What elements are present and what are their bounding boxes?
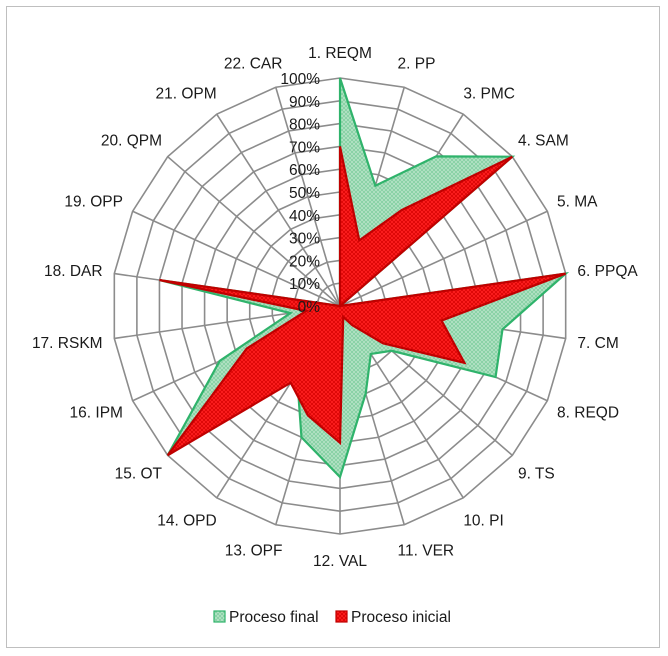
spoke-20 (167, 156, 341, 307)
tick-label: 100% (280, 71, 320, 88)
series-layer (159, 77, 570, 480)
category-label: 16. IPM (70, 405, 123, 422)
tick-label: 30% (289, 231, 320, 248)
category-label: 10. PI (463, 513, 504, 530)
legend-swatch-proceso-final (213, 610, 226, 623)
category-label: 21. OPM (156, 85, 217, 102)
spoke-19 (132, 210, 341, 307)
tick-label: 40% (289, 208, 320, 225)
tick-label: 80% (289, 117, 320, 134)
legend: Proceso final Proceso inicial (213, 609, 451, 626)
category-label: 4. SAM (518, 133, 569, 150)
category-label: 18. DAR (44, 263, 103, 280)
category-label: 15. OT (115, 465, 163, 482)
spoke-5 (339, 210, 548, 307)
tick-label: 0% (298, 299, 321, 316)
series-area-proceso-inicial (159, 146, 567, 457)
category-label: 1. REQM (308, 45, 372, 62)
tick-label: 50% (289, 185, 320, 202)
category-label: 14. OPD (157, 513, 216, 530)
spoke-21 (216, 113, 341, 307)
category-label: 9. TS (518, 465, 555, 482)
category-labels: 1. REQM 2. PP 3. PMC 4. SAM 5. MA 6. PPQA 7. C… (32, 45, 638, 570)
tick-label: 20% (289, 253, 320, 270)
tick-label: 60% (289, 162, 320, 179)
category-label: 6. PPQA (577, 263, 638, 280)
category-label: 17. RSKM (32, 335, 103, 352)
tick-label: 90% (289, 94, 320, 111)
tick-label: 10% (289, 276, 320, 293)
spoke-22 (274, 87, 341, 307)
category-label: 12. VAL (313, 553, 367, 570)
chart-area (6, 6, 660, 648)
category-label: 5. MA (557, 193, 598, 210)
category-label: 19. OPP (64, 193, 123, 210)
category-label: 7. CM (577, 335, 618, 352)
category-label: 11. VER (398, 543, 455, 560)
category-label: 13. OPF (225, 543, 283, 560)
tick-label: 70% (289, 139, 320, 156)
category-label: 22. CAR (224, 55, 283, 72)
legend-swatch-proceso-inicial (335, 610, 348, 623)
legend-label: Proceso inicial (351, 609, 451, 626)
category-label: 20. QPM (101, 133, 162, 150)
value-axis: 0% 10% 20% 30% 40% 50% 60% 70% 80% 90% 100% (280, 71, 320, 316)
legend-label: Proceso final (229, 609, 319, 626)
category-label: 3. PMC (463, 85, 515, 102)
category-label: 2. PP (398, 55, 436, 72)
category-label: 8. REQD (557, 405, 619, 422)
